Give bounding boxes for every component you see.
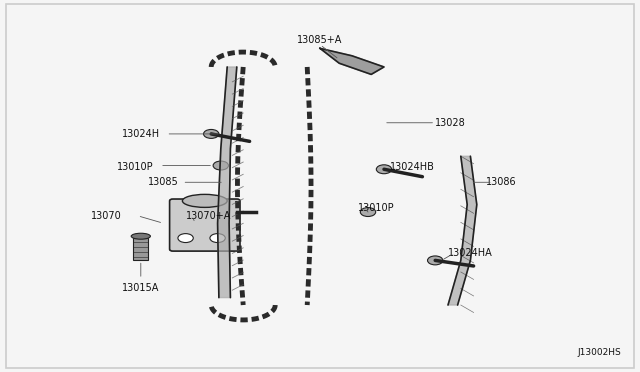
Text: J13002HS: J13002HS: [577, 348, 621, 357]
Polygon shape: [320, 48, 384, 74]
FancyBboxPatch shape: [133, 238, 148, 260]
Circle shape: [178, 234, 193, 243]
Text: 13010P: 13010P: [117, 163, 154, 172]
Polygon shape: [218, 67, 237, 298]
Circle shape: [213, 161, 228, 170]
Text: 13070+A: 13070+A: [186, 211, 231, 221]
Text: 13024HB: 13024HB: [390, 163, 435, 172]
Circle shape: [428, 256, 443, 265]
Text: 13015A: 13015A: [122, 283, 159, 293]
FancyBboxPatch shape: [170, 199, 240, 251]
Text: 13086: 13086: [486, 177, 517, 187]
Text: 13024H: 13024H: [122, 129, 160, 139]
Text: 13085+A: 13085+A: [298, 35, 342, 45]
Text: 13028: 13028: [435, 118, 466, 128]
Ellipse shape: [131, 233, 150, 239]
Circle shape: [210, 234, 225, 243]
Circle shape: [376, 165, 392, 174]
Circle shape: [360, 208, 376, 217]
Text: 13010P: 13010P: [358, 203, 395, 213]
Polygon shape: [448, 156, 477, 305]
Ellipse shape: [182, 195, 227, 208]
Text: 13024HA: 13024HA: [448, 248, 493, 258]
Text: 13070: 13070: [91, 211, 122, 221]
Circle shape: [204, 129, 219, 138]
Text: 13085: 13085: [148, 177, 179, 187]
